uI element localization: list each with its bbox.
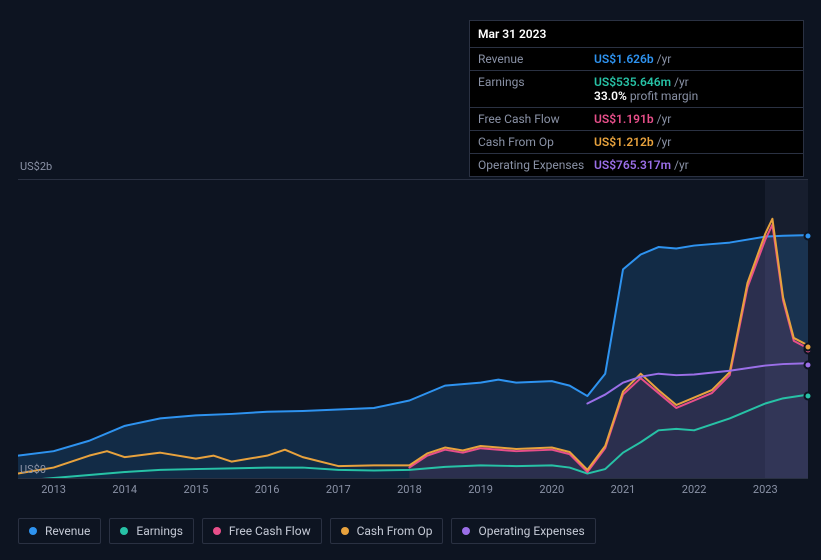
tooltip-metric-value: US$535.646m bbox=[594, 75, 671, 89]
tooltip-sub-value: 33.0% bbox=[594, 89, 627, 103]
x-tick: 2019 bbox=[468, 483, 493, 496]
series-end-marker bbox=[804, 392, 813, 401]
tooltip-metric-label: Earnings bbox=[478, 75, 594, 103]
tooltip-unit: /yr bbox=[674, 158, 689, 172]
tooltip-metric-label: Free Cash Flow bbox=[478, 112, 594, 126]
x-tick: 2018 bbox=[397, 483, 422, 496]
legend-label: Revenue bbox=[45, 524, 90, 538]
chart-plot-area[interactable]: US$0 bbox=[18, 179, 808, 479]
tooltip-date: Mar 31 2023 bbox=[470, 21, 803, 48]
legend-swatch bbox=[341, 527, 349, 535]
series-end-marker bbox=[804, 360, 813, 369]
tooltip-sub-text: profit margin bbox=[627, 89, 698, 103]
x-tick: 2022 bbox=[682, 483, 707, 496]
tooltip-metric-label: Operating Expenses bbox=[478, 158, 594, 172]
x-tick: 2014 bbox=[112, 483, 137, 496]
x-tick: 2020 bbox=[539, 483, 564, 496]
tooltip-metric-value: US$1.191b bbox=[594, 112, 654, 126]
tooltip-unit: /yr bbox=[657, 135, 672, 149]
legend-item-earnings[interactable]: Earnings bbox=[109, 518, 194, 544]
legend-item-cash-from-op[interactable]: Cash From Op bbox=[330, 518, 444, 544]
series-end-marker bbox=[804, 231, 813, 240]
legend-label: Operating Expenses bbox=[478, 524, 584, 538]
tooltip-metric-label: Revenue bbox=[478, 52, 594, 66]
x-tick: 2016 bbox=[255, 483, 280, 496]
y-axis-min-label: US$0 bbox=[20, 463, 46, 476]
legend-swatch bbox=[213, 527, 221, 535]
x-axis: 2013 2014 2015 2016 2017 2018 2019 2020 2021 2022… bbox=[18, 483, 808, 503]
legend-label: Cash From Op bbox=[357, 524, 433, 538]
tooltip-metric-label: Cash From Op bbox=[478, 135, 594, 149]
x-tick: 2017 bbox=[326, 483, 351, 496]
tooltip-row: RevenueUS$1.626b/yr bbox=[470, 48, 803, 71]
chart-svg bbox=[18, 180, 808, 478]
tooltip-metric-value: US$1.212b bbox=[594, 135, 654, 149]
series-end-marker bbox=[804, 342, 813, 351]
tooltip-metric-value: US$765.317m bbox=[594, 158, 671, 172]
legend-item-free-cash-flow[interactable]: Free Cash Flow bbox=[202, 518, 322, 544]
tooltip-unit: /yr bbox=[657, 52, 672, 66]
tooltip-row: EarningsUS$535.646m/yr 33.0% profit margi… bbox=[470, 71, 803, 108]
legend-label: Earnings bbox=[136, 524, 183, 538]
x-tick: 2015 bbox=[184, 483, 209, 496]
x-tick: 2021 bbox=[611, 483, 636, 496]
legend-label: Free Cash Flow bbox=[229, 524, 311, 538]
x-tick: 2013 bbox=[41, 483, 66, 496]
tooltip-unit: /yr bbox=[674, 75, 689, 89]
chart-legend: Revenue Earnings Free Cash Flow Cash From O… bbox=[18, 518, 596, 544]
legend-swatch bbox=[462, 527, 470, 535]
tooltip-row: Free Cash FlowUS$1.191b/yr bbox=[470, 108, 803, 131]
tooltip-metric-value: US$1.626b bbox=[594, 52, 654, 66]
tooltip-row: Operating ExpensesUS$765.317m/yr bbox=[470, 154, 803, 176]
tooltip-row: Cash From OpUS$1.212b/yr bbox=[470, 131, 803, 154]
legend-swatch bbox=[120, 527, 128, 535]
chart-tooltip: Mar 31 2023 RevenueUS$1.626b/yrEarningsU… bbox=[469, 20, 804, 177]
tooltip-unit: /yr bbox=[657, 112, 672, 126]
legend-swatch bbox=[29, 527, 37, 535]
legend-item-operating-expenses[interactable]: Operating Expenses bbox=[451, 518, 595, 544]
legend-item-revenue[interactable]: Revenue bbox=[18, 518, 101, 544]
financials-chart: US$2b US$0 20132014201520162017201820192… bbox=[18, 160, 808, 503]
x-tick: 2023 bbox=[753, 483, 778, 496]
